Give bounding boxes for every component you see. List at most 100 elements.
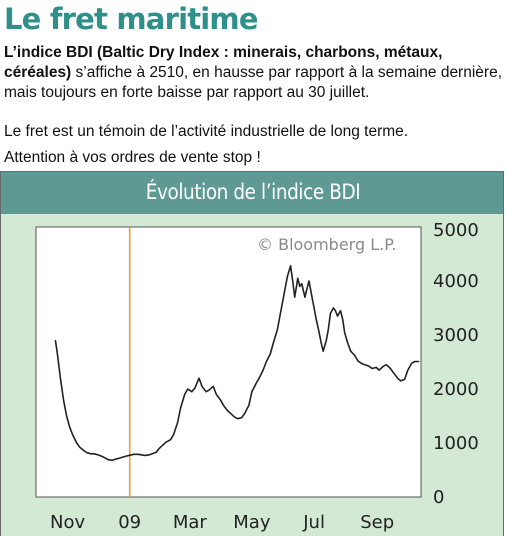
bdi-data-point bbox=[418, 361, 420, 362]
bdi-data-point bbox=[283, 296, 284, 298]
bdi-data-point bbox=[177, 422, 179, 423]
bdi-data-point bbox=[158, 447, 160, 449]
bdi-data-point bbox=[325, 339, 327, 341]
x-tick-label: Nov bbox=[50, 512, 85, 533]
bdi-data-point bbox=[306, 288, 308, 290]
bdi-data-point bbox=[361, 363, 363, 365]
bdi-data-point bbox=[184, 393, 186, 395]
bdi-data-point bbox=[265, 361, 267, 363]
bdi-data-point bbox=[191, 391, 193, 393]
bdi-data-point bbox=[258, 377, 260, 379]
bdi-data-point bbox=[76, 442, 78, 444]
bdi-data-point bbox=[244, 412, 246, 414]
bdi-data-point bbox=[322, 350, 324, 352]
bdi-data-point bbox=[222, 404, 224, 406]
bdi-data-point bbox=[297, 277, 299, 279]
bdi-data-point bbox=[208, 389, 210, 391]
bdi-data-point bbox=[241, 417, 243, 419]
bdi-data-point bbox=[397, 377, 399, 379]
bdi-data-point bbox=[340, 310, 341, 312]
bdi-data-point bbox=[100, 455, 102, 457]
y-tick-label: 1000 bbox=[433, 433, 479, 454]
bdi-data-point bbox=[287, 275, 289, 277]
x-tick-label: May bbox=[233, 512, 271, 533]
bdi-data-point bbox=[385, 364, 387, 366]
bdi-data-point bbox=[114, 458, 116, 460]
bdi-data-point bbox=[212, 385, 214, 387]
bdi-data-point bbox=[126, 455, 128, 457]
bdi-data-point bbox=[66, 415, 68, 417]
chart-header-bar bbox=[1, 172, 503, 214]
y-tick-label: 3000 bbox=[433, 325, 479, 346]
bdi-data-point bbox=[107, 459, 109, 461]
bdi-data-point bbox=[198, 377, 200, 379]
bdi-data-point bbox=[407, 369, 409, 371]
bdi-data-point bbox=[301, 283, 303, 285]
bdi-data-point bbox=[364, 364, 366, 366]
bdi-data-point bbox=[327, 329, 329, 331]
y-tick-label: 0 bbox=[433, 487, 444, 508]
bdi-data-point bbox=[234, 416, 236, 418]
bdi-paragraph: L’indice BDI (Baltic Dry Index : minerai… bbox=[4, 43, 502, 103]
bdi-data-point bbox=[155, 451, 157, 453]
bdi-data-point bbox=[393, 372, 394, 374]
bdi-data-point bbox=[375, 366, 377, 368]
bdi-data-point bbox=[93, 453, 95, 455]
x-tick-label: 09 bbox=[118, 512, 141, 533]
x-tick-label: Mar bbox=[173, 512, 208, 533]
bdi-data-point bbox=[389, 368, 391, 369]
bdi-data-point bbox=[334, 310, 336, 312]
bdi-data-point bbox=[148, 454, 150, 456]
bdi-definition-bold: L’indice BDI (Baltic Dry Index : minerai… bbox=[4, 44, 443, 61]
bdi-data-point bbox=[144, 454, 146, 456]
bdi-data-point bbox=[59, 377, 61, 379]
bdi-data-point bbox=[368, 365, 370, 367]
bdi-data-point bbox=[318, 331, 320, 333]
bdi-data-point bbox=[141, 454, 143, 456]
bdi-data-point bbox=[279, 312, 281, 314]
bdi-data-point bbox=[371, 368, 373, 369]
bdi-data-point bbox=[404, 378, 406, 380]
bdi-data-point bbox=[337, 315, 338, 317]
bdi-data-point bbox=[276, 329, 278, 331]
bdi-data-point bbox=[332, 307, 334, 309]
bdi-data-point bbox=[248, 404, 250, 406]
page-title: Le fret maritime bbox=[4, 2, 259, 36]
y-tick-label: 4000 bbox=[433, 271, 479, 292]
y-tick-label: 5000 bbox=[433, 220, 479, 241]
bdi-data-point bbox=[320, 342, 322, 344]
bdi-data-point bbox=[227, 410, 228, 412]
bdi-data-point bbox=[104, 457, 106, 459]
bdi-data-point bbox=[411, 362, 413, 364]
bdi-data-point bbox=[72, 434, 74, 436]
bdi-data-point bbox=[180, 407, 182, 409]
bdi-data-point bbox=[269, 353, 271, 355]
bdi-data-point bbox=[272, 342, 274, 344]
bdi-data-point bbox=[308, 280, 310, 282]
bdi-data-point bbox=[414, 361, 416, 362]
bdi-data-point bbox=[56, 353, 58, 355]
bdi-data-point bbox=[255, 383, 257, 385]
bdi-data-point bbox=[400, 380, 402, 382]
bdi-data-point bbox=[97, 454, 99, 456]
bdi-data-point bbox=[357, 360, 359, 362]
bdi-data-point bbox=[69, 426, 71, 428]
bdi-data-point bbox=[378, 369, 380, 371]
plot-area bbox=[35, 226, 422, 498]
bdi-definition-bold-cont: céréales) bbox=[4, 64, 72, 81]
bdi-data-point bbox=[83, 450, 85, 452]
bdi-data-point bbox=[350, 350, 352, 352]
bdi-data-point bbox=[79, 446, 81, 448]
bdi-data-point bbox=[329, 312, 331, 314]
bdi-data-point bbox=[111, 459, 113, 461]
bdi-data-point bbox=[215, 393, 217, 395]
bdi-data-point bbox=[382, 365, 384, 367]
stop-order-warning: Attention à vos ordres de vente stop ! bbox=[4, 149, 261, 166]
bdi-data-point bbox=[187, 388, 189, 390]
bdi-data-point bbox=[237, 418, 239, 420]
bdi-data-point bbox=[290, 265, 292, 267]
bdi-data-point bbox=[299, 285, 301, 287]
bdi-data-point bbox=[219, 399, 221, 401]
bdi-data-point bbox=[194, 387, 196, 389]
